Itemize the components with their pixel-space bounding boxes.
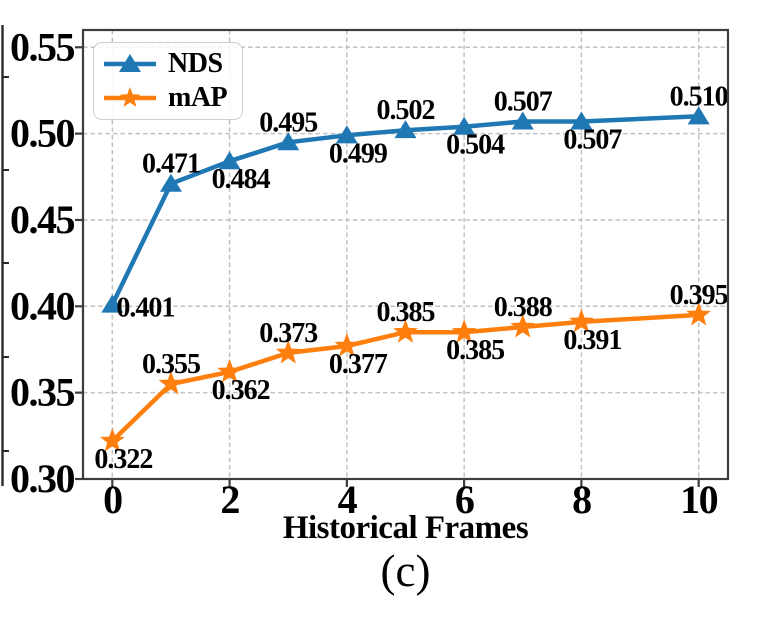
- map-value-label: 0.355: [142, 349, 200, 380]
- nds-value-label: 0.401: [116, 293, 174, 324]
- nds-marker: [277, 132, 300, 151]
- nds-markers: [101, 106, 710, 313]
- map-value-label: 0.385: [446, 335, 504, 366]
- nds-marker: [687, 106, 710, 125]
- value-labels: 0.401 0.471 0.484 0.495 0.499 0.502 0.504 0.507…: [94, 81, 728, 475]
- map-value-label: 0.322: [94, 444, 152, 475]
- map-marker: [686, 301, 712, 326]
- nds-marker: [159, 173, 182, 192]
- map-marker: [334, 333, 360, 357]
- map-marker: [451, 319, 477, 343]
- legend-label-map: mAP: [168, 81, 228, 113]
- map-value-label: 0.395: [670, 280, 728, 311]
- nds-value-label: 0.471: [142, 149, 200, 180]
- nds-marker: [394, 120, 417, 139]
- nds-value-label: 0.484: [212, 164, 271, 195]
- x-tick-label: 8: [572, 477, 591, 522]
- nds-marker: [101, 294, 124, 313]
- legend-item-nds: NDS: [102, 50, 232, 78]
- map-value-label: 0.362: [212, 375, 270, 406]
- axes-spines: [81, 28, 730, 481]
- x-tick-label: 10: [680, 477, 718, 522]
- nds-marker: [511, 111, 534, 130]
- nds-series-line: [110, 114, 701, 307]
- nds-value-label: 0.510: [670, 81, 728, 112]
- tick-labels: 0 2 4 6 8 10 0.30 0.35 0.40 0.45 0.50 0.55: [10, 24, 719, 522]
- map-marker: [510, 314, 536, 338]
- map-marker: [569, 308, 594, 333]
- nds-marker: [335, 125, 358, 144]
- cropped-neighbor-axis: [1, 25, 9, 486]
- y-tick-label: 0.55: [10, 24, 75, 69]
- legend: NDS mAP: [93, 42, 243, 120]
- x-axis-title: Historical Frames: [282, 510, 529, 546]
- x-tick-label: 2: [220, 477, 239, 522]
- nds-marker: [218, 151, 241, 170]
- nds-value-label: 0.507: [563, 125, 622, 156]
- legend-label-nds: NDS: [168, 48, 223, 80]
- subplot-caption: (c): [380, 546, 431, 596]
- nds-value-label: 0.495: [259, 107, 317, 138]
- nds-value-label: 0.499: [329, 138, 387, 169]
- x-tick-label: 6: [455, 477, 474, 522]
- map-value-label: 0.377: [329, 349, 388, 380]
- map-value-label: 0.385: [377, 297, 435, 328]
- nds-marker: [453, 116, 476, 135]
- x-tick-label: 4: [338, 477, 358, 522]
- map-value-label: 0.373: [259, 318, 318, 349]
- map-marker: [99, 428, 125, 452]
- nds-value-label: 0.502: [377, 95, 435, 126]
- nds-marker: [570, 111, 593, 130]
- map-value-label: 0.388: [494, 292, 553, 323]
- map-marker: [393, 319, 418, 343]
- map-marker: [217, 358, 242, 383]
- y-tick-label: 0.45: [10, 197, 75, 242]
- nds-line-sample-icon: [104, 54, 156, 73]
- nds-value-label: 0.507: [494, 87, 553, 118]
- map-marker: [275, 339, 301, 364]
- y-tick-label: 0.30: [10, 456, 75, 501]
- x-tick-label: 0: [103, 477, 122, 522]
- map-markers: [99, 301, 712, 452]
- map-star-sample-icon: [104, 86, 156, 107]
- legend-item-map: mAP: [102, 81, 232, 113]
- map-series-line: [110, 312, 701, 444]
- y-tick-label: 0.35: [10, 370, 75, 415]
- map-marker: [158, 371, 184, 395]
- nds-value-label: 0.504: [446, 130, 505, 161]
- tick-marks: [75, 46, 700, 487]
- map-value-label: 0.391: [563, 325, 621, 356]
- y-tick-label: 0.40: [10, 283, 75, 328]
- y-tick-label: 0.50: [10, 111, 75, 156]
